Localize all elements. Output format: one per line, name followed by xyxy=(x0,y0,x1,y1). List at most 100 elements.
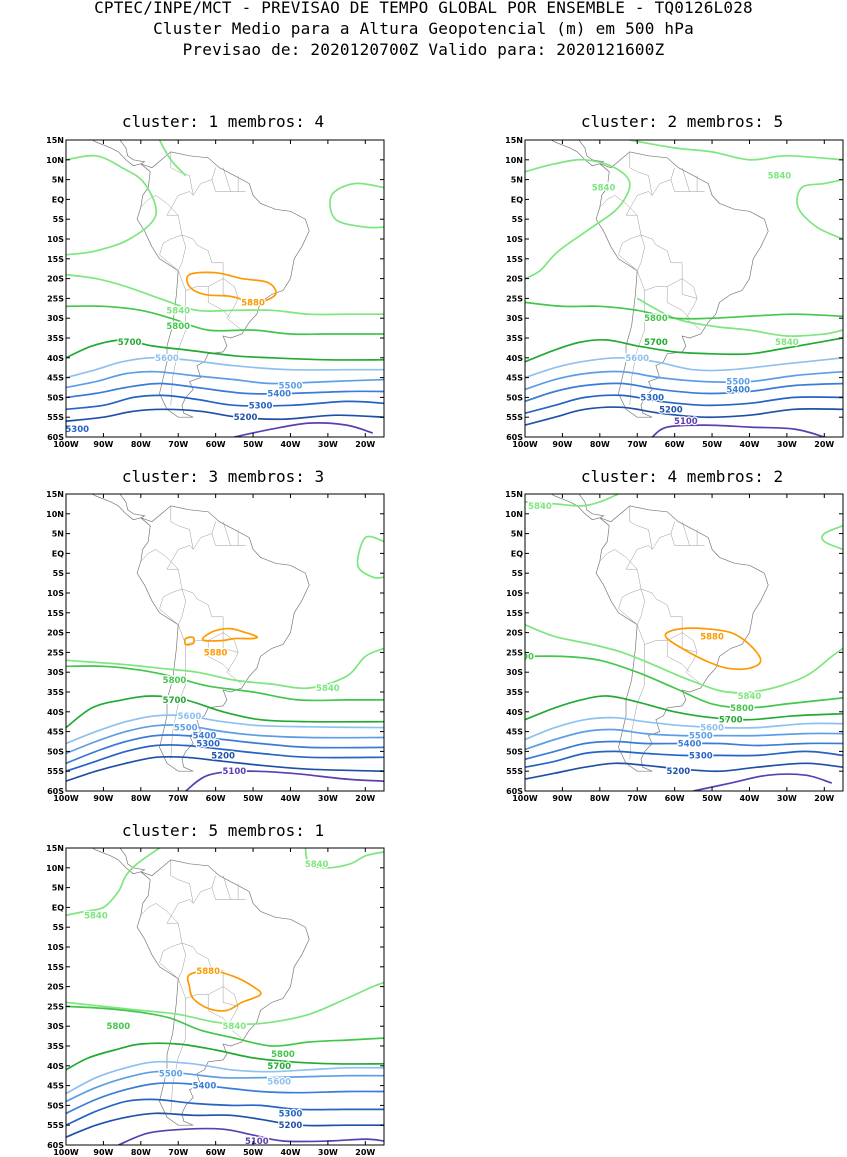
country-border xyxy=(681,278,698,299)
contour-label: 5500 xyxy=(726,378,750,388)
contour-label: 5800 xyxy=(644,314,668,324)
contour-line xyxy=(66,394,384,411)
central-america-outline xyxy=(91,494,146,521)
lat-tick-label: 5N xyxy=(511,176,523,185)
lat-tick-label: 35S xyxy=(506,688,523,697)
lon-tick-label: 50W xyxy=(702,440,722,449)
contour-label: 5840 xyxy=(84,911,108,921)
lon-tick-label: 70W xyxy=(168,440,188,449)
contour-label: 5840 xyxy=(775,338,799,348)
contour-label: 5100 xyxy=(223,767,247,777)
country-border xyxy=(170,859,194,904)
country-border xyxy=(222,986,239,1007)
lat-tick-label: 5S xyxy=(53,215,65,224)
lat-tick-label: 25S xyxy=(47,1002,64,1011)
lon-tick-label: 100W xyxy=(53,1148,79,1157)
lat-tick-label: 45S xyxy=(506,374,523,383)
contour-label: 5840 xyxy=(768,172,792,182)
lat-tick-label: 50S xyxy=(506,747,523,756)
lat-tick-label: 25S xyxy=(47,648,64,657)
panel-1-title: cluster: 1 membros: 4 xyxy=(121,112,325,131)
contour-line xyxy=(66,1005,384,1047)
contour-line xyxy=(525,695,843,721)
country-border xyxy=(177,624,224,645)
lat-tick-label: 10S xyxy=(506,235,523,244)
lon-tick-label: 80W xyxy=(131,440,151,449)
lat-tick-label: 5N xyxy=(52,530,64,539)
country-border xyxy=(211,179,246,192)
lon-tick-label: 60W xyxy=(206,1148,226,1157)
map-frame xyxy=(524,139,844,438)
lat-tick-label: EQ xyxy=(52,549,64,558)
lon-tick-label: 50W xyxy=(243,1148,263,1157)
lat-tick-label: 50S xyxy=(47,393,64,402)
lon-tick-label: 30W xyxy=(777,440,797,449)
contour-line xyxy=(158,140,187,177)
lat-tick-label: 35S xyxy=(47,1042,64,1051)
lat-tick-label: 10N xyxy=(505,156,523,165)
contour-line xyxy=(525,356,843,379)
contour-label: 5300 xyxy=(249,401,273,411)
contour-label: 5400 xyxy=(193,732,217,742)
lon-tick-label: 90W xyxy=(93,1148,113,1157)
contour-line xyxy=(66,755,384,782)
map-frame xyxy=(65,493,385,792)
contour-label: 5400 xyxy=(678,739,702,749)
contour-label: 5600 xyxy=(625,354,649,364)
country-border xyxy=(666,286,690,319)
lat-tick-label: 35S xyxy=(47,334,64,343)
contour-label: 5800 xyxy=(107,1022,131,1032)
contour-label: 300 xyxy=(516,652,534,662)
contour-line xyxy=(525,370,843,391)
lon-tick-label: 50W xyxy=(243,440,263,449)
lat-tick-label: 40S xyxy=(47,1062,64,1071)
contour-line xyxy=(651,424,825,437)
south-america-outline xyxy=(595,151,769,418)
contour-line xyxy=(186,271,277,304)
lon-tick-label: 80W xyxy=(131,1148,151,1157)
lon-tick-label: 30W xyxy=(318,1148,338,1157)
country-border xyxy=(222,986,242,1039)
country-border xyxy=(177,588,186,625)
panel-5-title: cluster: 5 membros: 1 xyxy=(121,821,325,840)
contour-label: 5840 xyxy=(223,1022,247,1032)
contour-line xyxy=(525,394,843,415)
country-border xyxy=(222,521,231,546)
lon-tick-label: 70W xyxy=(168,1148,188,1157)
contour-line xyxy=(185,770,384,791)
contour-line xyxy=(234,422,374,437)
lat-tick-label: 40S xyxy=(506,708,523,717)
lon-tick-label: 60W xyxy=(665,794,685,803)
country-border xyxy=(207,994,231,1027)
country-border xyxy=(670,533,705,546)
lat-tick-label: 40S xyxy=(506,354,523,363)
lat-tick-label: EQ xyxy=(52,903,64,912)
contour-line xyxy=(66,981,384,1026)
lon-tick-label: 40W xyxy=(739,440,759,449)
lon-tick-label: 20W xyxy=(355,794,375,803)
contour-label: 5300 xyxy=(65,425,89,435)
lat-tick-label: 60S xyxy=(506,787,523,796)
contour-label: 5600 xyxy=(267,1078,291,1088)
lon-tick-label: 50W xyxy=(702,794,722,803)
contour-line xyxy=(183,636,195,646)
country-border xyxy=(636,588,645,625)
contour-line xyxy=(525,301,843,320)
contour-label: 5700 xyxy=(163,696,187,706)
country-border xyxy=(140,195,179,216)
contour-line xyxy=(525,655,843,709)
country-border xyxy=(140,549,179,570)
country-border xyxy=(618,234,642,271)
contour-label: 5840 xyxy=(316,684,340,694)
contour-line xyxy=(66,1082,384,1115)
lat-tick-label: 20S xyxy=(506,275,523,284)
country-border xyxy=(681,278,701,331)
lon-tick-label: 30W xyxy=(777,794,797,803)
lat-tick-label: 35S xyxy=(47,688,64,697)
lat-tick-label: 55S xyxy=(47,413,64,422)
contour-line xyxy=(525,728,843,751)
contour-line xyxy=(66,724,384,755)
country-border xyxy=(159,942,183,979)
lon-tick-label: 90W xyxy=(93,794,113,803)
